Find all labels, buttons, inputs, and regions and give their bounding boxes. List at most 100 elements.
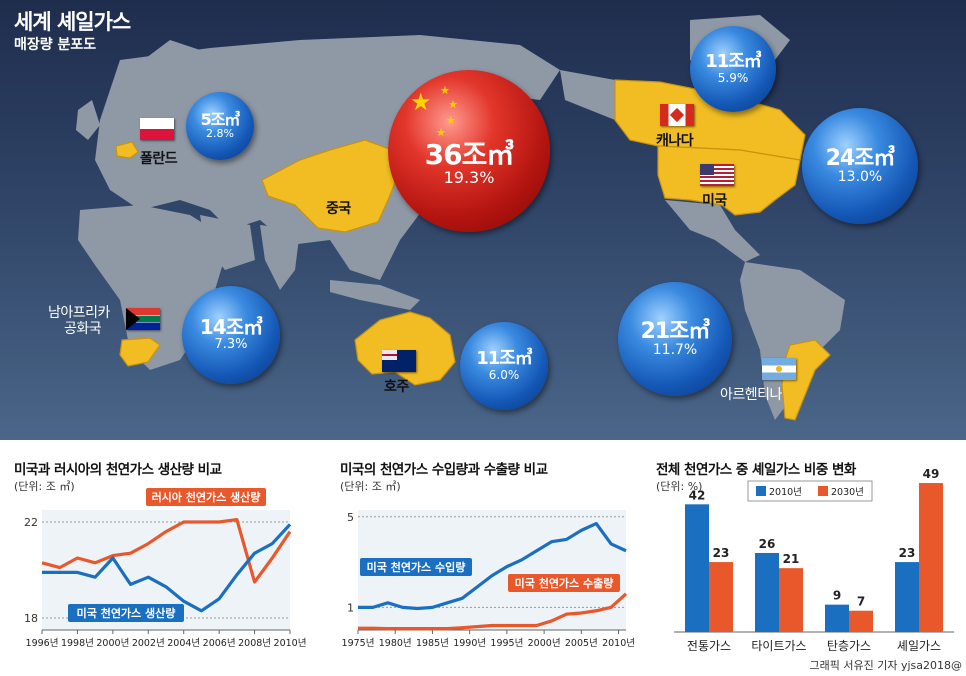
china-small-star-icon-4: ★ — [436, 126, 446, 139]
x-tick-label-0: 1996년 — [26, 638, 59, 649]
y-tick-label-1: 5 — [347, 511, 354, 524]
bubble-southafrica-pct: 7.3% — [214, 337, 248, 353]
bubble-australia-value: 11조㎥ — [476, 347, 533, 369]
bubble-china: ★ ★ ★ ★ ★ 36조㎥ 19.3% — [388, 70, 550, 232]
bar-1-0 — [755, 552, 779, 632]
category-label-3: 셰일가스 — [897, 639, 941, 653]
southafrica-flag-icon — [126, 308, 160, 330]
bar-2-1 — [849, 610, 873, 632]
legend-label-1: 2030년 — [831, 487, 864, 498]
legend-box — [747, 480, 873, 502]
land-australia — [354, 311, 456, 386]
land-alaska — [560, 70, 615, 120]
chart2-svg: 1 5 1975년 1980년 1985년 1990년 1995년 2000년 2005년 201… — [342, 510, 635, 649]
bubble-argentina-value: 21조㎥ — [640, 318, 711, 344]
land-india — [260, 225, 300, 290]
bubble-canada-value: 11조㎥ — [705, 50, 762, 72]
bubble-usa: 24조㎥ 13.0% — [802, 108, 918, 224]
chart2-title: 미국의 천연가스 수입량과 수출량 비교 — [340, 462, 548, 478]
label-australia: 호주 — [384, 379, 409, 395]
poland-flag-icon — [140, 118, 174, 140]
category-label-0: 전통가스 — [687, 639, 731, 653]
chart2-unit: (단위: 조 ㎥) — [340, 480, 401, 493]
chart1-svg: 18 22 1996년 1998년 2000년 2002년 2004년 2006년 2008년 2… — [24, 488, 307, 649]
series-label-box-1 — [68, 604, 184, 622]
bar-label-0-0: 42 — [689, 488, 706, 502]
series-label-1: 미국 천연가스 수출량 — [515, 576, 614, 590]
world-map: 세계 셰일가스 매장량 분포도 폴란드 중국 캐나다 미국 남아프리카 공화국 … — [0, 0, 966, 440]
x-tick-label-1: 1998년 — [61, 638, 94, 649]
bar-label-0-1: 23 — [713, 546, 730, 560]
bubble-canada-pct: 5.9% — [717, 70, 749, 85]
china-small-star-icon-2: ★ — [448, 98, 458, 111]
bubble-poland: 5조㎥ 2.8% — [186, 92, 254, 160]
land-scandinavia — [130, 40, 200, 110]
x-tick-label-5: 2000년 — [528, 638, 561, 649]
bubble-usa-value: 24조㎥ — [825, 145, 896, 171]
chart-trade-panel: 미국의 천연가스 수입량과 수출량 비교 (단위: 조 ㎥) 1 5 1975년 19… — [322, 440, 640, 676]
land-south-africa — [119, 337, 161, 367]
land-china — [261, 139, 399, 233]
bar-label-2-0: 9 — [833, 589, 841, 603]
label-southafrica-2: 공화국 — [64, 321, 102, 337]
china-small-star-icon-1: ★ — [440, 84, 450, 97]
argentina-flag-icon — [762, 358, 796, 380]
bar-label-1-1: 21 — [783, 552, 800, 566]
x-tick-label-0: 1975년 — [342, 638, 375, 649]
land-poland — [115, 141, 139, 159]
series-label-box-0 — [146, 488, 266, 506]
bar-label-1-0: 26 — [759, 537, 776, 551]
canada-flag-icon — [660, 104, 694, 126]
bar-2-0 — [825, 604, 849, 632]
y-tick-label-0: 18 — [24, 612, 38, 625]
y-tick-label-1: 22 — [24, 516, 38, 529]
china-flag-stars-icon: ★ — [410, 88, 432, 116]
chart-production-panel: 미국과 러시아의 천연가스 생산량 비교 (단위: 조 ㎥) 18 22 1996년… — [0, 440, 318, 676]
bar-1-1 — [779, 568, 803, 632]
bar-3-1 — [919, 483, 943, 632]
bar-3-0 — [895, 562, 919, 632]
main-subtitle: 매장량 분포도 — [14, 37, 97, 53]
series-label-box-0 — [360, 558, 472, 576]
x-tick-label-4: 2004년 — [167, 638, 200, 649]
bubble-poland-value: 5조㎥ — [200, 109, 241, 129]
usa-flag-icon — [700, 164, 734, 186]
category-label-1: 타이트가스 — [751, 639, 806, 653]
bubble-usa-pct: 13.0% — [837, 168, 883, 185]
y-tick-label-0: 1 — [347, 601, 354, 614]
x-tick-label-7: 2010년 — [602, 638, 635, 649]
bubble-china-pct: 19.3% — [443, 167, 495, 187]
main-title: 세계 셰일가스 — [14, 10, 131, 34]
label-canada: 캐나다 — [656, 133, 694, 149]
bubble-argentina-pct: 11.7% — [652, 341, 698, 358]
x-tick-label-2: 1985년 — [416, 638, 449, 649]
bubble-australia-pct: 6.0% — [488, 367, 520, 382]
x-tick-label-7: 2010년 — [274, 638, 307, 649]
bubble-china-value: 36조㎥ — [424, 137, 515, 171]
label-southafrica-1: 남아프리카 — [48, 305, 110, 321]
series-label-0: 러시아 천연가스 생산량 — [152, 490, 261, 504]
credit: 그래픽 서유진 기자 yjsa2018@ — [809, 659, 962, 672]
legend-swatch-1 — [818, 486, 828, 496]
bar-label-3-0: 23 — [899, 546, 916, 560]
x-tick-label-3: 1990년 — [453, 638, 486, 649]
series-label-0: 미국 천연가스 수입량 — [367, 560, 466, 574]
bubble-poland-pct: 2.8% — [206, 127, 234, 141]
bubble-canada: 11조㎥ 5.9% — [690, 26, 776, 112]
x-tick-label-4: 1995년 — [490, 638, 523, 649]
label-poland: 폴란드 — [140, 151, 178, 167]
land-arabia — [200, 215, 255, 270]
chart1-title: 미국과 러시아의 천연가스 생산량 비교 — [14, 462, 222, 478]
chart1-unit: (단위: 조 ㎥) — [14, 480, 75, 493]
legend-swatch-0 — [756, 486, 766, 496]
bar-0-1 — [709, 562, 733, 632]
x-tick-label-6: 2008년 — [238, 638, 271, 649]
bubble-southafrica-value: 14조㎥ — [199, 315, 263, 340]
label-china: 중국 — [326, 201, 351, 217]
chart3-unit: (단위: %) — [656, 480, 703, 493]
bubble-argentina: 21조㎥ 11.7% — [618, 282, 732, 396]
label-argentina: 아르헨티나 — [720, 387, 782, 403]
x-tick-label-6: 2005년 — [565, 638, 598, 649]
australia-flag-icon — [382, 350, 416, 372]
bubble-australia: 11조㎥ 6.0% — [460, 322, 548, 410]
